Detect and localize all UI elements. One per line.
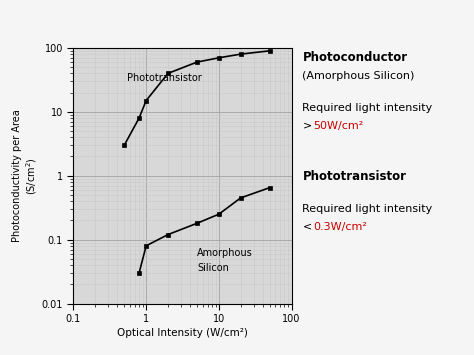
Text: Amorphous: Amorphous xyxy=(197,248,253,258)
Y-axis label: Photoconductivity per Area
(S/cm$^2$): Photoconductivity per Area (S/cm$^2$) xyxy=(12,109,39,242)
Text: >: > xyxy=(302,121,312,131)
Text: Phototransistor: Phototransistor xyxy=(302,170,406,184)
Text: 0.3W/cm²: 0.3W/cm² xyxy=(313,222,367,232)
Text: <: < xyxy=(302,222,312,232)
Text: Required light intensity: Required light intensity xyxy=(302,103,433,113)
Text: Required light intensity: Required light intensity xyxy=(302,204,433,214)
Text: Silicon: Silicon xyxy=(197,263,229,273)
Text: (Amorphous Silicon): (Amorphous Silicon) xyxy=(302,71,415,81)
Text: 50W/cm²: 50W/cm² xyxy=(313,121,363,131)
Text: Photoconductor: Photoconductor xyxy=(302,51,408,65)
Text: Phototransistor: Phototransistor xyxy=(128,73,202,83)
X-axis label: Optical Intensity (W/cm²): Optical Intensity (W/cm²) xyxy=(117,328,248,338)
